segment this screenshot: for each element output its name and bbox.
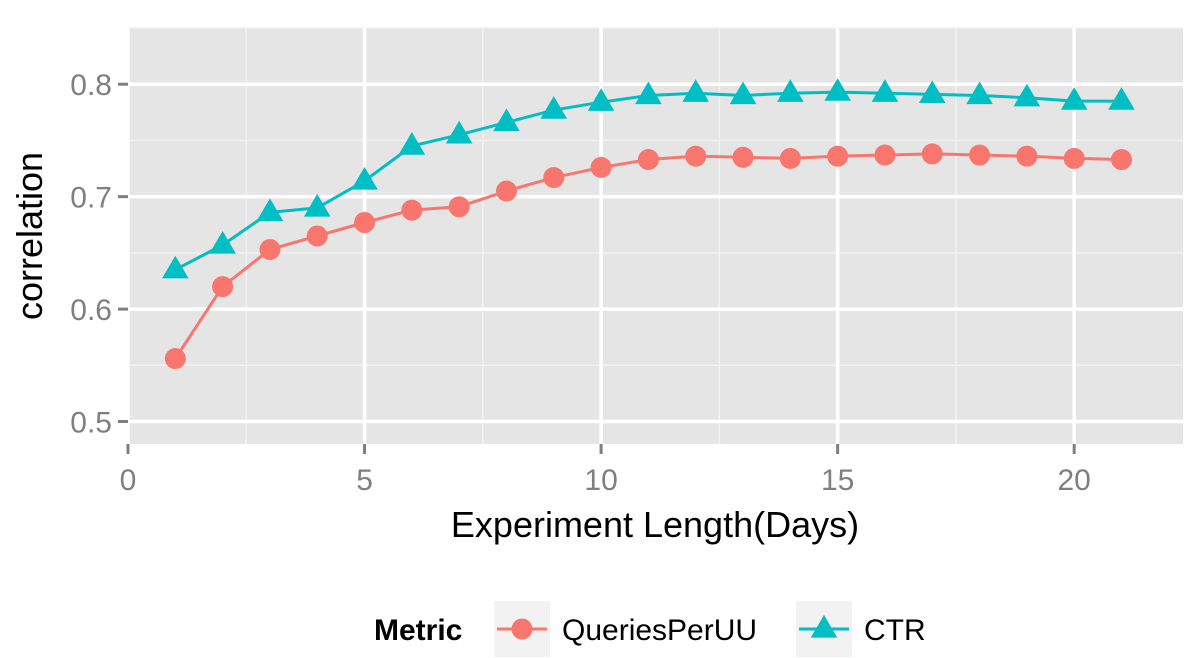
- legend-items: QueriesPerUU CTR: [494, 601, 926, 657]
- data-point-ctr: [966, 81, 993, 105]
- data-point-queriesperuu: [637, 149, 659, 171]
- grid-minor: [128, 27, 1183, 444]
- y-axis: 0.5 0.6 0.7 0.8: [70, 69, 128, 440]
- legend-key-marker: [810, 615, 838, 638]
- data-point-ctr: [918, 80, 946, 104]
- series-queriesperuu: [164, 143, 1132, 370]
- data-point-queriesperuu: [969, 144, 991, 166]
- data-point-ctr: [1013, 83, 1041, 107]
- legend-title: Metric: [374, 614, 462, 647]
- legend-item-ctr: CTR: [796, 601, 926, 657]
- data-point-queriesperuu: [212, 276, 234, 298]
- y-tick-label: 0.8: [70, 69, 112, 102]
- data-point-ctr: [256, 198, 284, 222]
- data-point-queriesperuu: [259, 238, 281, 260]
- data-point-queriesperuu: [543, 167, 565, 189]
- data-point-ctr: [1060, 87, 1088, 110]
- data-point-queriesperuu: [1110, 149, 1132, 171]
- data-point-queriesperuu: [401, 199, 423, 221]
- data-point-ctr: [682, 79, 710, 102]
- data-point-ctr: [587, 88, 615, 111]
- x-tick-label: 15: [821, 464, 854, 497]
- series-layer: [162, 78, 1135, 370]
- data-point-queriesperuu: [921, 143, 943, 165]
- data-point-ctr: [493, 108, 520, 132]
- x-tick-label: 10: [584, 464, 617, 497]
- y-tick-label: 0.6: [70, 294, 112, 327]
- data-point-queriesperuu: [1063, 147, 1085, 169]
- legend-label: QueriesPerUU: [562, 614, 757, 647]
- data-point-queriesperuu: [827, 145, 849, 167]
- y-axis-title: correlation: [9, 152, 50, 320]
- data-point-ctr: [351, 166, 378, 190]
- data-point-ctr: [1108, 87, 1135, 110]
- legend-label: CTR: [864, 614, 926, 647]
- data-point-queriesperuu: [448, 196, 470, 218]
- x-tick-label: 5: [356, 464, 373, 497]
- data-point-queriesperuu: [164, 348, 186, 370]
- data-point-ctr: [303, 193, 331, 217]
- data-point-ctr: [871, 79, 899, 102]
- data-point-ctr: [635, 81, 662, 105]
- x-tick-label: 0: [120, 464, 137, 497]
- data-point-queriesperuu: [495, 180, 517, 202]
- data-point-queriesperuu: [779, 147, 801, 169]
- data-point-ctr: [398, 132, 426, 155]
- data-point-ctr: [824, 78, 851, 101]
- data-point-queriesperuu: [685, 145, 707, 167]
- data-point-queriesperuu: [874, 144, 896, 166]
- legend: Metric QueriesPerUU CTR: [374, 601, 926, 657]
- data-point-ctr: [445, 120, 473, 144]
- data-point-ctr: [729, 81, 757, 105]
- data-point-ctr: [209, 230, 236, 254]
- data-point-ctr: [162, 255, 189, 279]
- data-point-queriesperuu: [732, 146, 754, 168]
- x-axis: 0 5 10 15 20: [120, 444, 1091, 497]
- y-tick-label: 0.5: [70, 407, 112, 440]
- grid-major: [126, 28, 1183, 444]
- series-ctr: [162, 78, 1135, 279]
- data-point-queriesperuu: [354, 212, 376, 234]
- data-point-queriesperuu: [306, 225, 328, 247]
- legend-item-queriesperuu: QueriesPerUU: [494, 601, 757, 657]
- y-tick-label: 0.7: [70, 182, 112, 215]
- data-point-ctr: [540, 96, 568, 119]
- data-point-queriesperuu: [590, 156, 612, 178]
- x-tick-label: 20: [1058, 464, 1091, 497]
- data-point-ctr: [777, 79, 804, 102]
- data-point-queriesperuu: [1016, 145, 1038, 167]
- x-axis-title: Experiment Length(Days): [451, 504, 859, 545]
- legend-key-marker: [511, 618, 533, 640]
